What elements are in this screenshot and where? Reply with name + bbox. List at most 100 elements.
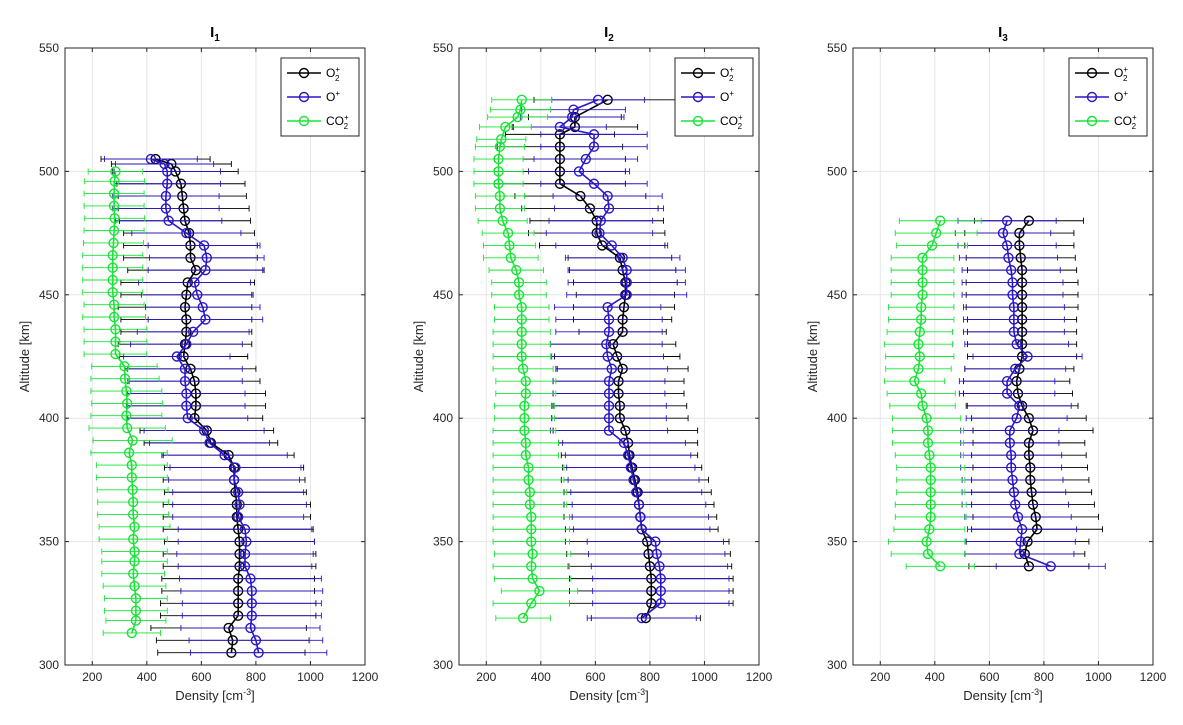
data-point xyxy=(1004,425,1016,436)
data-point xyxy=(181,400,192,412)
data-point xyxy=(110,336,121,347)
legend-label-superscript: + xyxy=(344,113,349,122)
data-point xyxy=(189,277,200,288)
data-point xyxy=(606,363,617,375)
data-point xyxy=(1001,215,1013,226)
data-point xyxy=(921,536,932,547)
legend-label-superscript: + xyxy=(335,89,340,98)
data-point xyxy=(502,227,514,239)
data-point xyxy=(520,450,532,461)
data-point xyxy=(197,301,208,313)
series-line xyxy=(150,158,260,653)
series-O+ xyxy=(513,94,730,624)
x-tick-label: 1200 xyxy=(1140,670,1167,684)
x-tick-label: 200 xyxy=(82,670,102,684)
data-point xyxy=(650,536,661,547)
data-point xyxy=(200,264,211,276)
data-point xyxy=(925,499,936,510)
data-point xyxy=(516,326,527,338)
data-point xyxy=(622,450,634,461)
data-point xyxy=(935,215,946,226)
legend: O+ 2O+CO+ 2 xyxy=(674,57,754,137)
data-point xyxy=(245,622,256,634)
data-point xyxy=(107,274,118,286)
data-point xyxy=(121,410,132,421)
data-point xyxy=(108,299,120,310)
data-layer xyxy=(82,153,328,658)
data-point xyxy=(915,301,927,313)
legend-marker xyxy=(1086,91,1098,103)
data-point xyxy=(110,166,121,177)
data-point xyxy=(520,375,532,387)
panel-title-subscript: 3 xyxy=(1002,33,1008,44)
data-point xyxy=(121,398,133,409)
data-point xyxy=(655,573,667,584)
y-tick-label: 300 xyxy=(827,658,847,672)
axes-box xyxy=(64,47,366,666)
legend-label-superscript: + xyxy=(1132,113,1137,122)
data-point xyxy=(922,425,934,436)
data-point xyxy=(602,190,613,202)
data-point xyxy=(534,585,545,597)
x-tick-label: 200 xyxy=(476,670,496,684)
legend-entry: CO+ 2 xyxy=(720,113,743,131)
panel-title: I3 xyxy=(998,24,1008,44)
legend-label-superscript: + xyxy=(1123,89,1128,98)
data-point xyxy=(108,225,120,236)
data-point xyxy=(159,158,170,170)
data-point xyxy=(520,437,532,449)
legend-entry: O+ 2 xyxy=(1114,65,1128,83)
data-point xyxy=(621,277,632,288)
data-point xyxy=(914,351,926,362)
legend-label-base: CO xyxy=(1114,114,1132,128)
data-point xyxy=(162,178,173,189)
legend-label-base: O xyxy=(326,90,335,104)
legend-label-superscript: + xyxy=(738,113,743,122)
data-point xyxy=(126,627,138,639)
data-point xyxy=(917,264,928,276)
data-point xyxy=(515,104,526,115)
x-tick-label: 1000 xyxy=(691,670,718,684)
data-point xyxy=(219,450,230,461)
data-point xyxy=(588,129,600,140)
legend-label-base: O xyxy=(1114,66,1123,80)
data-point xyxy=(914,326,926,338)
panel-3: 200 400 600 800 1000 1200 300 350 400 450 500 550 I3… xyxy=(805,24,1167,703)
legend-label-base: O xyxy=(720,66,729,80)
data-point xyxy=(517,363,529,375)
panel-2: 200 400 600 800 1000 1200300350400450500550I2… xyxy=(411,24,773,703)
series-line xyxy=(497,99,541,619)
y-tick-label: 350 xyxy=(433,535,453,549)
data-point xyxy=(241,536,252,547)
data-point xyxy=(505,252,517,263)
panel-title-subscript: 2 xyxy=(608,33,614,44)
data-point xyxy=(171,351,183,362)
x-axis-label-text: Density [cm xyxy=(175,688,243,703)
legend-label-subscript: 2 xyxy=(344,122,349,131)
y-tick-label: 300 xyxy=(39,658,59,672)
x-tick-label: 1000 xyxy=(297,670,324,684)
x-tick-label: 800 xyxy=(1034,670,1054,684)
data-point xyxy=(1001,375,1013,387)
x-axis-label: Density [cm-3] xyxy=(963,687,1043,703)
series-CO2+ xyxy=(883,215,982,572)
data-point xyxy=(494,141,506,152)
data-point xyxy=(181,388,192,399)
legend-label-base: CO xyxy=(326,114,344,128)
data-point xyxy=(109,213,120,224)
data-point xyxy=(239,548,251,560)
data-point xyxy=(232,487,244,498)
data-point xyxy=(625,462,637,473)
data-point xyxy=(602,301,613,313)
panel-title-base: I xyxy=(998,24,1002,41)
data-point xyxy=(913,338,924,350)
x-axis-label-superscript: -3 xyxy=(1031,687,1039,697)
data-point xyxy=(603,203,615,214)
data-point xyxy=(516,301,527,313)
data-point xyxy=(201,252,213,263)
data-point xyxy=(603,375,615,387)
data-point xyxy=(909,375,920,387)
data-point xyxy=(526,524,537,535)
data-point xyxy=(130,593,142,604)
